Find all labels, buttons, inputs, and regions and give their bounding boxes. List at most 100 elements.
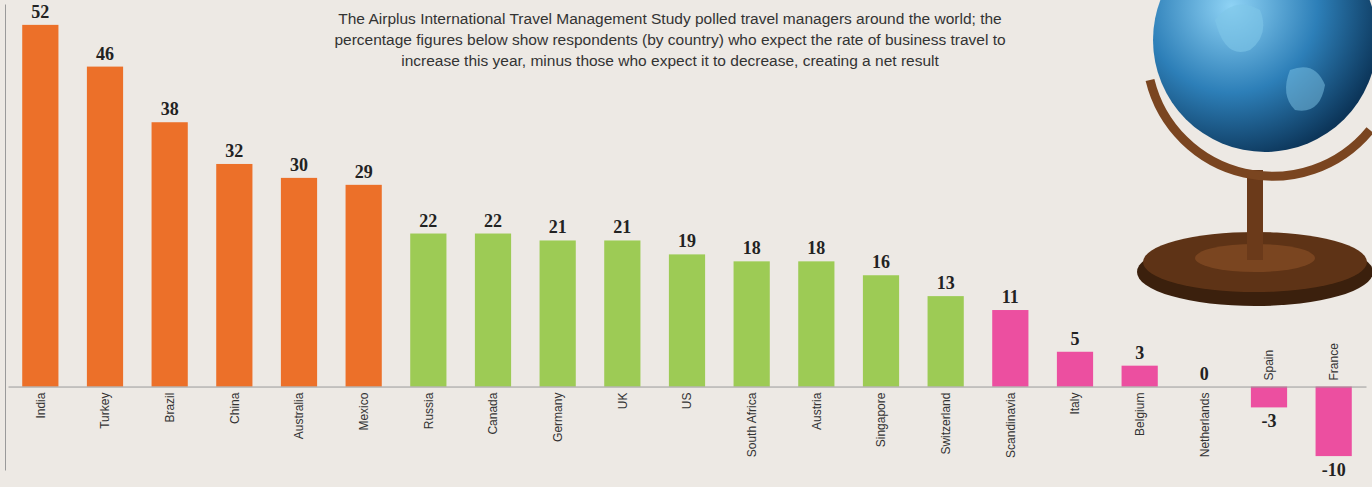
bar	[604, 240, 640, 386]
bar	[1251, 387, 1287, 408]
x-tick: Turkey	[98, 393, 112, 429]
globe-land	[1286, 67, 1325, 111]
bar	[669, 254, 705, 386]
bars	[22, 25, 1352, 456]
y-axis	[5, 5, 6, 471]
x-tick: China	[228, 392, 242, 424]
x-tick: Italy	[1068, 393, 1082, 415]
x-tick: Austria	[810, 392, 824, 430]
data-label: 21	[613, 217, 631, 237]
data-label: 29	[355, 162, 373, 182]
x-tick-label: Belgium	[1133, 393, 1147, 436]
x-tick-label: Singapore	[874, 392, 888, 447]
globe-sphere	[1153, 0, 1372, 152]
globe-illustration	[1137, 0, 1372, 306]
x-tick-label: UK	[616, 393, 630, 410]
x-tick: US	[680, 393, 694, 410]
x-tick-label: Russia	[422, 392, 436, 429]
title-line: percentage figures below show respondent…	[334, 31, 1005, 48]
x-tick: Brazil	[163, 393, 177, 423]
bar	[475, 234, 511, 387]
x-tick-label: Australia	[292, 392, 306, 439]
globe-post	[1247, 170, 1263, 260]
bar	[22, 25, 58, 387]
bar	[346, 185, 382, 387]
x-tick: UK	[616, 393, 630, 410]
data-label: 32	[225, 141, 243, 161]
data-label: 18	[807, 238, 825, 258]
bar	[1316, 387, 1352, 457]
x-tick-label: India	[34, 392, 48, 418]
x-tick-label: China	[228, 392, 242, 424]
globe-land	[1215, 4, 1263, 52]
y-axis-line	[5, 5, 6, 471]
x-tick-label: Germany	[551, 393, 565, 442]
bar	[1057, 352, 1093, 387]
x-tick-label: Mexico	[357, 392, 371, 430]
x-tick: Netherlands	[1198, 393, 1212, 458]
data-label: 13	[937, 273, 955, 293]
data-label: -3	[1262, 411, 1277, 431]
bar	[798, 261, 834, 386]
x-tick-label: Brazil	[163, 393, 177, 423]
x-tick-label: France	[1327, 343, 1341, 381]
x-axis-line	[9, 387, 1367, 388]
x-tick: South Africa	[745, 392, 759, 457]
bar	[734, 261, 770, 386]
x-tick: France	[1327, 343, 1341, 381]
title-line: The Airplus International Travel Managem…	[338, 10, 1001, 27]
data-label: 0	[1200, 364, 1209, 384]
x-tick: Canada	[486, 392, 500, 434]
x-tick: Australia	[292, 392, 306, 439]
x-tick-label: Switzerland	[939, 393, 953, 455]
data-label: 19	[678, 231, 696, 251]
data-label: 11	[1002, 287, 1019, 307]
data-label: 30	[290, 155, 308, 175]
data-label: 21	[549, 217, 567, 237]
x-tick: Germany	[551, 393, 565, 442]
x-tick: Scandinavia	[1004, 392, 1018, 458]
bar	[281, 178, 317, 387]
data-label: 5	[1071, 329, 1080, 349]
bar	[863, 275, 899, 386]
data-labels: 52463832302922222121191818161311530-3-10	[31, 2, 1345, 480]
bar	[928, 296, 964, 386]
x-tick: Belgium	[1133, 393, 1147, 436]
x-tick-label: Italy	[1068, 393, 1082, 415]
title-line: increase this year, minus those who expe…	[401, 52, 939, 69]
x-tick-label: Canada	[486, 392, 500, 434]
data-label: 46	[96, 44, 114, 64]
data-label: 16	[872, 252, 890, 272]
x-tick-label: Scandinavia	[1004, 392, 1018, 458]
x-tick: India	[34, 392, 48, 418]
x-tick: Switzerland	[939, 393, 953, 455]
bar	[87, 67, 123, 387]
bar	[152, 122, 188, 386]
x-tick-label: US	[680, 393, 694, 410]
data-label: 38	[161, 99, 179, 119]
bar	[540, 240, 576, 386]
data-label: -10	[1322, 460, 1346, 480]
title: The Airplus International Travel Managem…	[334, 10, 1005, 69]
chart: The Airplus International Travel Managem…	[0, 0, 1372, 487]
x-tick-label: Austria	[810, 392, 824, 430]
x-tick-label: Netherlands	[1198, 393, 1212, 458]
data-label: 3	[1135, 343, 1144, 363]
x-axis: India Turkey Brazil China Australia Mexico Rus…	[9, 343, 1367, 458]
x-tick: Russia	[422, 392, 436, 429]
data-label: 22	[419, 211, 437, 231]
x-tick-label: Spain	[1262, 350, 1276, 381]
x-tick-label: South Africa	[745, 392, 759, 457]
bar	[992, 310, 1028, 387]
globe-meridian-ring	[1150, 80, 1370, 176]
data-label: 52	[31, 2, 49, 22]
data-label: 18	[743, 238, 761, 258]
x-tick: Spain	[1262, 350, 1276, 381]
x-tick-label: Turkey	[98, 393, 112, 429]
x-tick: Mexico	[357, 392, 371, 430]
bar	[410, 234, 446, 387]
bar	[216, 164, 252, 387]
x-tick: Singapore	[874, 392, 888, 447]
bar	[1122, 366, 1158, 387]
data-label: 22	[484, 211, 502, 231]
